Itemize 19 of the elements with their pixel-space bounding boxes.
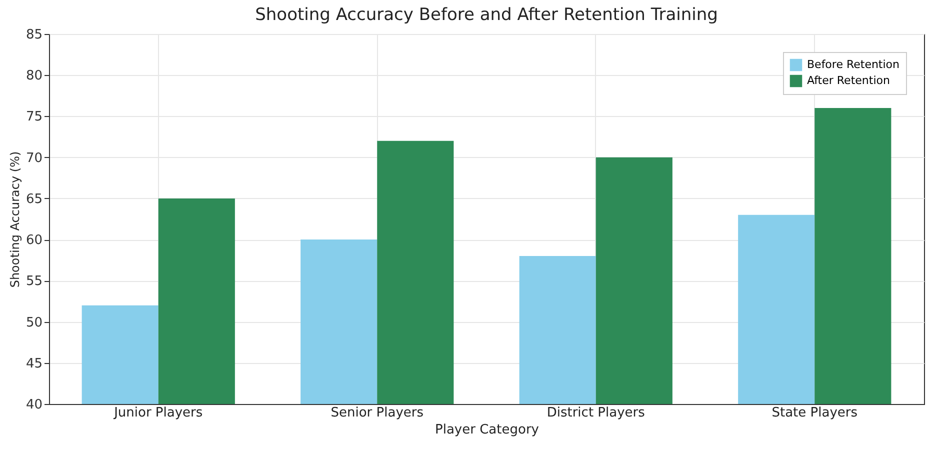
y-tick-label: 70	[26, 150, 42, 166]
y-tick-label: 40	[26, 398, 42, 412]
x-tick-label: State Players	[772, 406, 858, 420]
y-axis-title: Shooting Accuracy (%)	[8, 151, 22, 288]
y-tick-label: 65	[26, 192, 42, 207]
x-tick-label: District Players	[546, 406, 646, 420]
y-tick-label: 85	[26, 28, 42, 42]
x-axis-title: Player Category	[435, 422, 540, 438]
y-tick-label: 45	[26, 356, 42, 372]
legend-label: Before Retention	[807, 58, 900, 71]
y-tick-label: 60	[26, 233, 42, 248]
x-tick-label: Senior Players	[330, 406, 424, 420]
chart-title: Shooting Accuracy Before and After Retention Training	[255, 5, 718, 25]
y-tick-label: 80	[26, 68, 42, 84]
x-tick-label: Junior Players	[113, 406, 203, 420]
y-tick-label: 55	[26, 274, 42, 290]
y-tick-label: 50	[26, 315, 42, 330]
legend-label: After Retention	[807, 74, 890, 87]
y-tick-label: 75	[26, 110, 42, 125]
